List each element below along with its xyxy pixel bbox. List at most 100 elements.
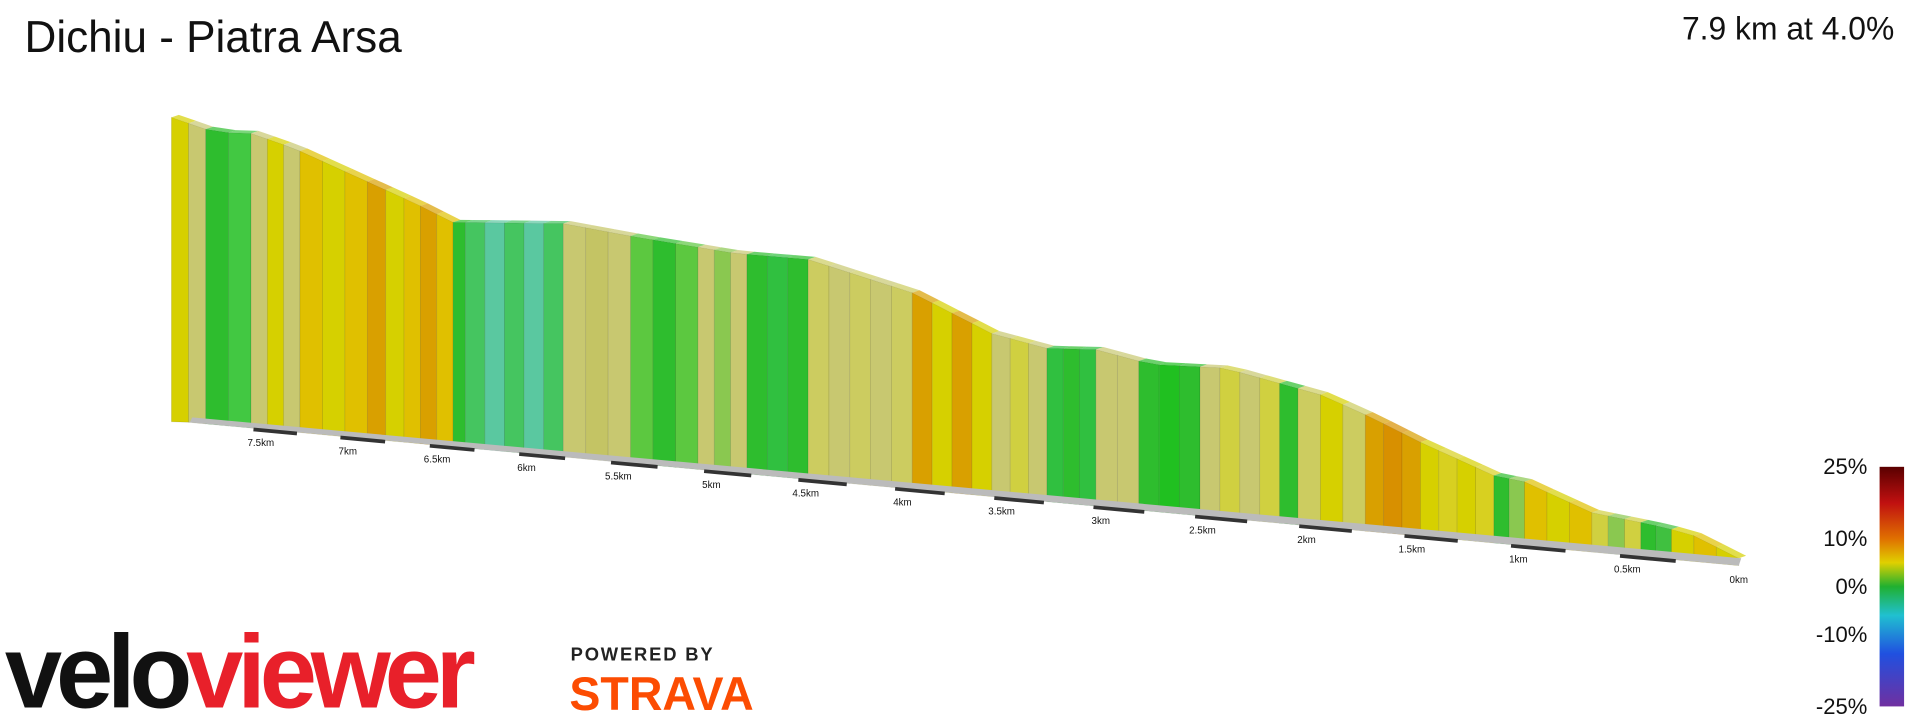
scale-label: -25% [1816,694,1867,719]
profile-segment [1364,414,1385,534]
profile-top [524,220,552,224]
profile-segment [1524,481,1548,549]
profile-segment [1179,365,1201,517]
profile-top [484,220,512,223]
profile-top [1475,464,1502,476]
distance-label: 5km [702,480,720,491]
profile-segment [1116,354,1140,511]
profile-top [1095,347,1125,356]
profile-top [730,250,755,255]
profile-top [344,168,375,182]
profile-top [504,220,532,224]
profile-segment [807,258,830,482]
profile-top [228,130,259,134]
profile-top [991,330,1018,339]
profile-top [205,126,236,133]
profile-segment [971,322,993,497]
profile-segment [607,231,631,464]
profile-top [870,276,899,287]
profile-top [1200,364,1228,368]
distance-label: 7km [339,446,357,457]
powered-by: POWERED BY [571,644,715,665]
distance-label: 1.5km [1399,545,1426,556]
profile-top [1138,358,1167,365]
profile-segment [504,222,525,454]
scale-labels: 25% 10% 0% -10% -25% [1816,454,1867,719]
title: Dichiu - Piatra Arsa [24,13,402,62]
profile-segment [931,302,953,494]
km-band [994,496,1045,505]
profile-segment [766,255,789,479]
profile-top [563,221,594,228]
distance-label: 7.5km [247,438,274,449]
profile-top [932,300,960,314]
profile-top [891,283,920,293]
profile-top [367,179,394,190]
scale-label: 25% [1823,454,1867,479]
profile-segment [322,160,346,438]
km-band [610,460,658,469]
profile-top [849,270,878,280]
profile-top [1046,345,1071,349]
profile-top [1693,533,1724,547]
profile-top [675,241,706,248]
road-base [189,417,1742,566]
profile-segment [1219,367,1241,520]
km-band [894,486,945,496]
km-band [1299,524,1353,533]
profile-top [283,142,308,151]
climb-stat: 7.9 km at 4.0% [1682,10,1894,46]
profile-top [1259,375,1287,384]
profile [171,114,1747,567]
profile-segment [1438,449,1458,540]
profile-top [1591,510,1616,516]
profile-segment [1297,387,1321,528]
profile-top [1546,489,1577,503]
profile-top [436,211,461,223]
profile-segment [1401,432,1421,537]
profile-top [1297,385,1328,395]
profile-top [828,263,858,273]
profile-segment [746,253,768,477]
profile-segment [951,312,973,496]
profile-segment [523,222,545,456]
profile-segment [484,222,505,452]
distance-label: 1km [1509,554,1527,565]
profile-segment [436,213,454,448]
km-band [1093,505,1145,514]
profile-top [1320,392,1351,405]
profile-top [171,114,196,124]
km-band [1510,543,1566,553]
profile-segment [991,332,1011,499]
profile-top [1524,479,1555,492]
profile-top [952,310,980,324]
profile-top [608,229,638,236]
profile-segment [1062,348,1080,506]
distance-label: 4.5km [792,489,819,500]
profile-segment [344,170,368,440]
scale-label: 0% [1835,574,1867,599]
profile-top [251,130,275,140]
profile-segment [730,252,748,475]
profile-segment [828,265,851,484]
profile-segment [562,223,587,460]
distance-label: 5.5km [605,471,632,482]
gradient-scale [1879,466,1905,707]
profile-segment [697,246,715,472]
profile-top [808,256,837,267]
km-band [1194,514,1248,524]
profile-segment [1383,423,1403,535]
profile-segment [675,243,699,470]
profile-top [453,219,473,223]
profile-segment [911,292,933,492]
logo: veloviewer [5,613,475,720]
profile-top [1117,352,1147,362]
profile-segment [652,239,676,468]
profile-top [787,255,816,260]
profile-segment [1342,403,1366,532]
scale-label: -10% [1816,622,1867,647]
profile-top [912,290,940,303]
distance-label: 3km [1092,516,1110,527]
profile-top [1493,473,1517,479]
profile-top [1079,346,1104,350]
